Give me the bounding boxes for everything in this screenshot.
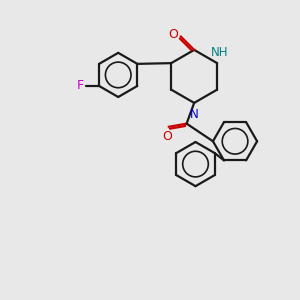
Text: N: N bbox=[190, 108, 199, 121]
Text: O: O bbox=[162, 130, 172, 143]
Text: F: F bbox=[77, 80, 84, 92]
Text: NH: NH bbox=[211, 46, 228, 59]
Text: O: O bbox=[168, 28, 178, 41]
